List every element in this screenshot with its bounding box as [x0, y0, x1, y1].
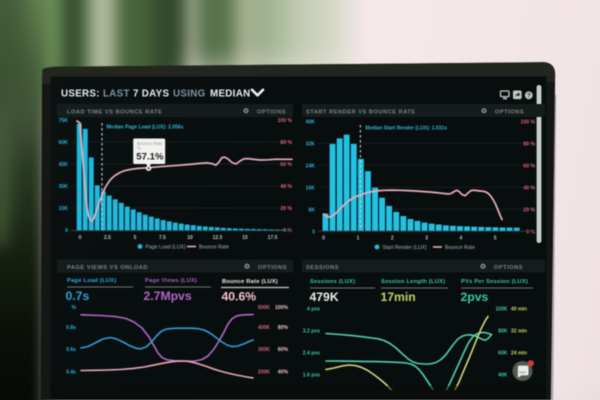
svg-text:17min: 17min: [381, 290, 416, 304]
svg-text:4: 4: [460, 236, 463, 242]
svg-text:100%: 100%: [275, 305, 288, 311]
svg-text:4 pvs: 4 pvs: [307, 306, 320, 312]
svg-text:20 %: 20 %: [523, 207, 535, 213]
svg-text:32 min: 32 min: [511, 328, 527, 334]
svg-text:?: ?: [527, 93, 531, 100]
svg-text:Page Load (LUX): Page Load (LUX): [67, 278, 116, 284]
svg-text:57.1%: 57.1%: [136, 151, 164, 162]
svg-text:Start Render (LUX): Start Render (LUX): [383, 245, 428, 251]
svg-text:100K: 100K: [495, 306, 507, 312]
svg-text:2.5: 2.5: [104, 235, 111, 241]
svg-text:7 DAYS: 7 DAYS: [133, 89, 169, 100]
svg-text:5: 5: [494, 236, 497, 242]
svg-text:0.8s: 0.8s: [66, 325, 76, 331]
svg-text:15K: 15K: [59, 206, 69, 212]
svg-text:60K: 60K: [59, 140, 69, 146]
svg-text:32K: 32K: [306, 141, 316, 147]
svg-text:75K: 75K: [59, 118, 69, 124]
svg-text:Median Page Load (LUX): 2.056s: Median Page Load (LUX): 2.056s: [107, 125, 184, 131]
svg-text:0.6s: 0.6s: [66, 347, 76, 353]
svg-text:8K: 8K: [308, 207, 315, 213]
svg-text:500K: 500K: [258, 305, 270, 311]
svg-text:3: 3: [425, 236, 428, 242]
svg-text:LOAD TIME VS BOUNCE RATE: LOAD TIME VS BOUNCE RATE: [67, 110, 162, 116]
svg-text:40 %: 40 %: [523, 185, 535, 191]
svg-text:40K: 40K: [498, 373, 508, 379]
svg-text:12.5: 12.5: [213, 235, 223, 241]
svg-text:479K: 479K: [310, 290, 339, 304]
svg-text:0.4s: 0.4s: [66, 370, 76, 376]
svg-text:USERS:: USERS:: [61, 89, 100, 100]
svg-text:80 %: 80 %: [280, 140, 292, 146]
svg-text:15: 15: [242, 235, 248, 241]
svg-text:10: 10: [187, 235, 193, 241]
svg-text:2.7Mpvs: 2.7Mpvs: [144, 289, 192, 303]
svg-text:0: 0: [312, 229, 315, 235]
svg-text:60%: 60%: [278, 347, 289, 353]
svg-text:300K: 300K: [258, 347, 270, 353]
svg-text:Page Views (LUX): Page Views (LUX): [145, 278, 197, 284]
svg-text:24K: 24K: [306, 163, 316, 169]
svg-text:MEDIAN: MEDIAN: [210, 89, 250, 100]
svg-text:START RENDER VS BOUNCE RATE: START RENDER VS BOUNCE RATE: [306, 110, 416, 116]
svg-text:Bounce Rate: Bounce Rate: [445, 245, 475, 251]
svg-text:2: 2: [391, 236, 394, 242]
svg-text:24 min: 24 min: [511, 351, 527, 357]
svg-text:60 %: 60 %: [523, 163, 535, 169]
svg-text:1: 1: [357, 236, 360, 242]
svg-text:LAST: LAST: [103, 89, 130, 100]
svg-text:20 %: 20 %: [280, 206, 292, 212]
svg-text:30K: 30K: [59, 184, 69, 190]
svg-text:80%: 80%: [278, 325, 289, 331]
svg-text:17.5: 17.5: [268, 235, 278, 241]
svg-text:OPTIONS: OPTIONS: [494, 265, 523, 271]
svg-text:7.5: 7.5: [159, 235, 166, 241]
svg-text:200K: 200K: [258, 370, 270, 376]
svg-text:100 %: 100 %: [521, 119, 536, 125]
svg-text:0: 0: [79, 235, 82, 241]
svg-text:%: %: [137, 145, 141, 150]
svg-text:80K: 80K: [498, 328, 508, 334]
svg-text:Page Load (LUX): Page Load (LUX): [146, 245, 186, 251]
svg-text:%: %: [71, 305, 76, 311]
svg-text:Bounce Rate (LUX): Bounce Rate (LUX): [222, 279, 278, 285]
svg-text:3.2 pvs: 3.2 pvs: [303, 328, 320, 334]
svg-text:1.6 pvs: 1.6 pvs: [303, 373, 320, 379]
svg-text:SESSIONS: SESSIONS: [306, 265, 339, 271]
svg-text:0: 0: [322, 236, 325, 242]
svg-text:5: 5: [134, 235, 137, 241]
svg-text:Bounce Rate: Bounce Rate: [137, 141, 163, 146]
svg-text:40 min: 40 min: [511, 306, 527, 312]
svg-text:40 %: 40 %: [280, 184, 292, 190]
svg-text:2pvs: 2pvs: [461, 290, 489, 304]
svg-text:0.7s: 0.7s: [66, 289, 90, 303]
svg-text:80 %: 80 %: [523, 141, 535, 147]
svg-text:OPTIONS: OPTIONS: [257, 110, 286, 116]
svg-text:60K: 60K: [498, 351, 508, 357]
svg-text:PAGE VIEWS VS ONLOAD: PAGE VIEWS VS ONLOAD: [67, 265, 148, 271]
svg-text:100 %: 100 %: [278, 118, 293, 124]
svg-text:0: 0: [65, 228, 68, 234]
svg-text:PVs Per Session (LUX): PVs Per Session (LUX): [461, 279, 528, 285]
svg-text:45K: 45K: [59, 162, 69, 168]
svg-text:2.4 pvs: 2.4 pvs: [303, 351, 320, 357]
svg-text:USING: USING: [173, 89, 206, 100]
svg-text:Bounce Rate: Bounce Rate: [199, 245, 229, 251]
svg-text:40%: 40%: [278, 370, 289, 376]
svg-text:16K: 16K: [306, 185, 316, 191]
svg-text:OPTIONS: OPTIONS: [495, 110, 524, 116]
svg-text:Session Length (LUX): Session Length (LUX): [381, 279, 445, 285]
svg-text:0 %: 0 %: [526, 229, 535, 235]
svg-text:OPTIONS: OPTIONS: [258, 265, 287, 271]
svg-text:40K: 40K: [306, 119, 316, 125]
svg-text:60 %: 60 %: [280, 162, 292, 168]
svg-text:40.6%: 40.6%: [222, 290, 257, 304]
svg-text:Median Start Render (LUX): 1.0: Median Start Render (LUX): 1.031s: [365, 126, 447, 132]
svg-text:Sessions (LUX): Sessions (LUX): [310, 279, 355, 285]
svg-text:400K: 400K: [258, 325, 270, 331]
